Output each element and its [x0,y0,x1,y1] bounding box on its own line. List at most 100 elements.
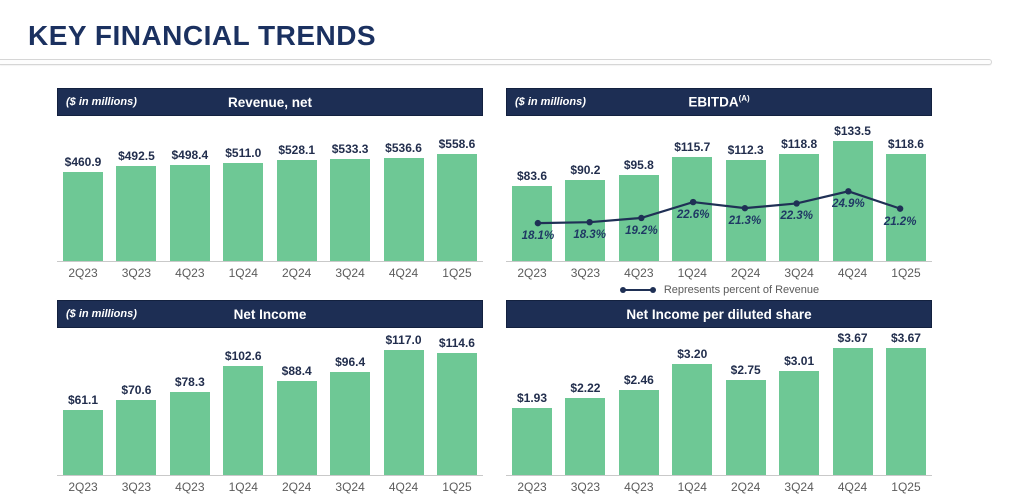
x-axis-tick-label: 1Q25 [891,266,921,280]
page-title: KEY FINANCIAL TRENDS [28,20,377,51]
bar-column: $96.4 [330,355,371,475]
bar-column: $102.6 [223,349,264,475]
net-income-plot-area: $61.1 $70.6 $78.3 $102.6 $88.4 $96.4 $117.0 $11… [57,328,483,476]
bar [779,154,820,261]
x-axis-tick-label: 1Q25 [442,480,472,494]
bar-column: $511.0 [223,146,264,261]
bar-value-label: $112.3 [727,143,764,157]
units-label: ($ in millions) [66,308,137,320]
bar-value-label: $118.6 [887,137,924,151]
bar [885,154,926,261]
bar-column: $2.22 [565,381,606,475]
bar-column: $115.7 [672,140,713,261]
net-income-chart-panel: ($ in millions) Net Income $61.1 $70.6 $78… [57,300,483,494]
x-axis-tick-label: 4Q24 [837,266,868,280]
bar [223,163,264,261]
line-point-label: 18.1% [521,230,555,243]
bar-value-label: $2.75 [730,363,761,377]
bar-value-label: $70.6 [121,383,152,397]
bar-value-label: $78.3 [174,375,205,389]
chart-title: EBITDA(A) [688,94,749,110]
x-axis-tick-label: 3Q23 [121,266,152,280]
x-axis-tick-label: 2Q24 [282,266,312,280]
net-income-x-axis-labels: 2Q23 3Q23 4Q23 1Q24 2Q24 3Q24 4Q24 1Q25 [57,480,483,494]
bar-value-label: $95.8 [623,158,654,172]
bar-value-label: $558.6 [438,137,476,151]
chart-title: Net Income per diluted share [626,307,811,322]
line-marker-icon [619,287,656,293]
line-point-label: 21.2% [883,215,917,228]
bar-column: $83.6 [512,169,552,261]
chart-title-text: Net Income per diluted share [626,306,812,322]
chart-title-text: Net Income [233,306,307,322]
x-axis-tick-label: 1Q24 [677,266,707,280]
bar-column: $78.3 [169,375,210,475]
line-point-label: 18.3% [573,229,606,242]
bar-column: $118.8 [779,137,820,261]
bar [565,180,606,261]
bar-value-label: $2.46 [623,373,654,387]
bar-column: $114.6 [436,336,477,475]
bar [512,186,552,261]
eps-chart-header: Net Income per diluted share [506,300,932,328]
bar-value-label: $90.2 [570,163,601,177]
line-point-label: 22.6% [676,209,710,222]
x-axis-tick-label: 4Q23 [624,266,654,280]
bar-value-label: $536.6 [385,141,422,155]
bar-column: $460.9 [63,155,103,261]
chart-title-text: Revenue, net [227,94,313,110]
x-axis-tick-label: 3Q24 [784,266,814,280]
bar-column: $2.75 [725,363,766,475]
bar [512,408,552,475]
title-divider [0,59,992,65]
bar-value-label: $118.8 [781,137,818,151]
bar-value-label: $88.4 [281,364,312,378]
bar-column: $558.6 [436,137,477,261]
bar [330,372,371,475]
chart-title-text: EBITDA [688,94,739,110]
bar [832,348,873,475]
bar-value-label: $117.0 [385,333,422,347]
line-point-label: 21.3% [728,215,762,228]
bar-value-label: $114.6 [438,336,475,350]
bar-column: $492.5 [116,149,157,261]
bar [276,381,317,475]
legend-label: Represents percent of Revenue [663,284,820,296]
x-axis-tick-label: 3Q24 [335,266,365,280]
bar [276,160,317,261]
bar [383,158,424,261]
bar [436,353,477,475]
line-point-label: 24.9% [832,198,865,211]
bar-column: $3.20 [672,347,713,475]
bar-value-label: $83.6 [516,169,548,183]
x-axis-tick-label: 2Q24 [731,480,761,494]
bar-value-label: $61.1 [67,393,99,407]
bar-column: $112.3 [725,143,766,261]
x-axis-tick-label: 1Q25 [891,480,921,494]
bar-column: $118.6 [885,137,926,261]
bar [223,366,264,475]
x-axis-tick-label: 1Q24 [228,266,258,280]
bar-column: $533.3 [330,142,371,261]
x-axis-tick-label: 4Q23 [175,266,205,280]
bar-value-label: $115.7 [674,140,711,154]
line-point-label: 19.2% [625,224,658,237]
bar-value-label: $3.01 [784,354,815,368]
bar [383,350,424,475]
x-axis-tick-label: 2Q23 [68,266,98,280]
bar-value-label: $533.3 [331,142,369,156]
net-income-chart-header: ($ in millions) Net Income [57,300,483,328]
bar-column: $1.93 [512,391,552,475]
x-axis-tick-label: 3Q24 [335,480,365,494]
bar-column: $117.0 [383,333,424,475]
bar-value-label: $3.67 [890,331,921,345]
x-axis-tick-label: 4Q24 [388,266,419,280]
units-label: ($ in millions) [515,96,586,108]
bar [672,364,713,475]
bar [169,392,210,475]
bar-column: $95.8 [618,158,659,261]
revenue-plot-area: $460.9 $492.5 $498.4 $511.0 $528.1 $533.3 $536… [57,116,483,262]
x-axis-tick-label: 2Q23 [517,480,547,494]
bar [725,380,766,475]
bar-value-label: $1.93 [516,391,548,405]
